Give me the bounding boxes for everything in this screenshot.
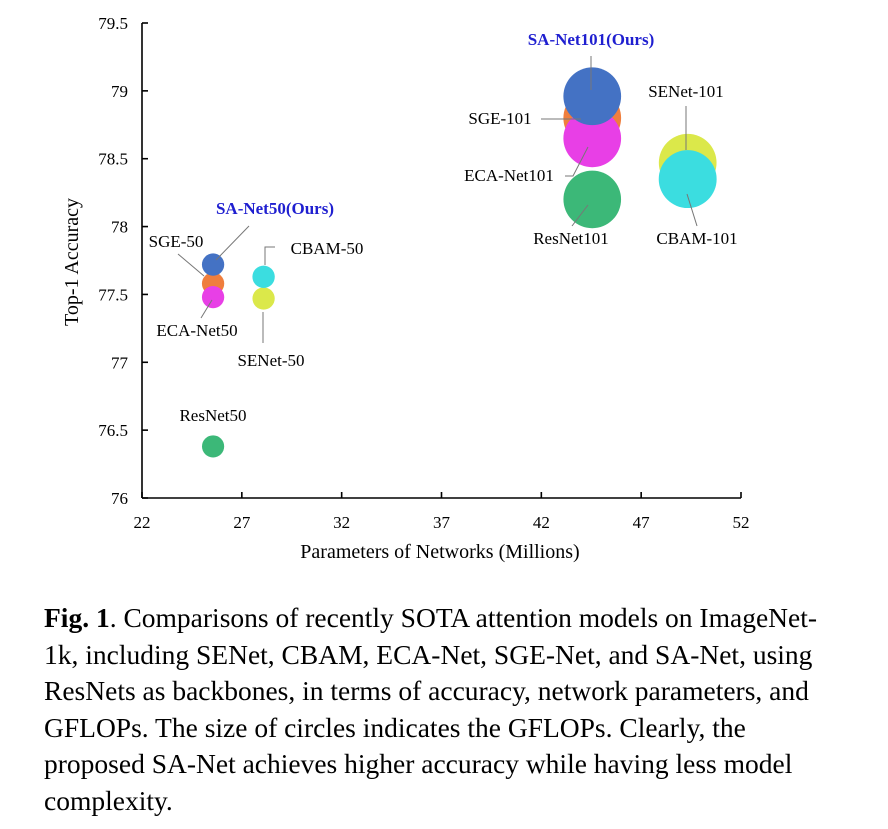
caption-text: . Comparisons of recently SOTA attention… xyxy=(44,602,818,816)
point-label-senet-101: SENet-101 xyxy=(648,82,724,101)
x-tick-label: 47 xyxy=(633,513,651,532)
leader-line-cbam-50 xyxy=(264,246,275,265)
scatter-chart: 22 27 32 37 42 47 52 76 76.5 77 77.5 78 78.5 79 79.5 R… xyxy=(61,14,750,563)
point-resnet50 xyxy=(201,435,225,458)
x-tick-label: 22 xyxy=(134,513,151,532)
point-label-eca-net50: ECA-Net50 xyxy=(156,321,237,340)
point-senet-50 xyxy=(252,287,275,310)
point-label-resnet101: ResNet101 xyxy=(533,229,609,248)
x-tick-label: 42 xyxy=(533,513,550,532)
leader-line-cbam-101 xyxy=(686,193,698,227)
x-tick-label: 27 xyxy=(233,513,251,532)
y-tick-label: 79.5 xyxy=(98,14,128,33)
y-tick-label: 77 xyxy=(111,353,129,372)
point-label-cbam-50: CBAM-50 xyxy=(291,239,364,258)
point-label-eca-net101: ECA-Net101 xyxy=(464,166,554,185)
point-label-cbam-101: CBAM-101 xyxy=(656,229,737,248)
point-sa-net50-ours xyxy=(201,253,225,276)
y-tick-label: 79 xyxy=(111,82,128,101)
point-label-sa-net101-ours: SA-Net101(Ours) xyxy=(528,30,655,49)
x-tick-label: 32 xyxy=(333,513,350,532)
figure-caption: Fig. 1. Comparisons of recently SOTA att… xyxy=(44,600,844,819)
x-tick-label: 37 xyxy=(433,513,451,532)
figure-label: Fig. 1 xyxy=(44,602,110,633)
point-label-sge-101: SGE-101 xyxy=(468,109,531,128)
x-axis-title: Parameters of Networks (Millions) xyxy=(300,541,579,563)
point-cbam-50 xyxy=(252,265,275,288)
point-eca-net50 xyxy=(201,286,225,309)
point-label-sge-50: SGE-50 xyxy=(149,232,204,251)
y-tick-label: 78 xyxy=(111,218,128,237)
y-tick-label: 78.5 xyxy=(98,150,128,169)
point-label-sa-net50-ours: SA-Net50(Ours) xyxy=(216,199,334,218)
chart-marks xyxy=(201,67,717,458)
y-axis-title: Top-1 Accuracy xyxy=(61,198,83,326)
x-tick-label: 52 xyxy=(733,513,750,532)
leader-line-sa-net50-ours xyxy=(215,225,250,261)
point-sa-net101-ours xyxy=(563,67,622,126)
leader-line-eca-net101 xyxy=(565,146,589,177)
point-eca-net101 xyxy=(563,109,622,168)
y-tick-label: 77.5 xyxy=(98,285,128,304)
point-resnet101 xyxy=(563,170,622,229)
leader-line-sge-50 xyxy=(177,253,205,277)
point-label-resnet50: ResNet50 xyxy=(179,406,246,425)
leader-line-resnet101 xyxy=(571,204,589,227)
point-cbam-101 xyxy=(658,150,717,209)
chart-axes: 22 27 32 37 42 47 52 76 76.5 77 77.5 78 78.5 79 79.5 xyxy=(98,14,749,532)
point-label-senet-50: SENet-50 xyxy=(237,351,304,370)
y-tick-label: 76.5 xyxy=(98,421,128,440)
chart-point-labels: ResNet50 SENet-50 CBAM-50 SGE-50 ECA-Net50 SA… xyxy=(149,30,738,425)
y-tick-label: 76 xyxy=(111,489,128,508)
leader-line-eca-net50 xyxy=(200,299,213,319)
